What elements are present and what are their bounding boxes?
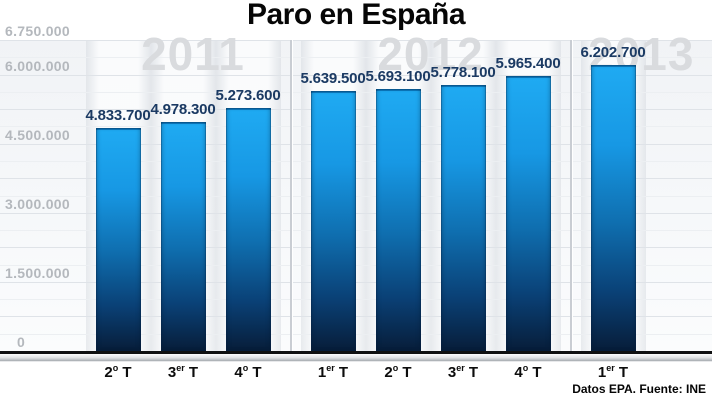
gridline: [0, 160, 712, 162]
bar: [225, 108, 271, 351]
year-watermark: 2011: [141, 28, 245, 80]
bar-value-label: 5.965.400: [495, 55, 561, 73]
y-tick-label: 4.500.000: [5, 126, 70, 143]
gridline: [0, 333, 712, 335]
x-axis-line: [0, 351, 712, 354]
gridline: [0, 264, 712, 266]
year-separator: [569, 40, 573, 351]
x-tick-label: 1er T: [317, 363, 349, 381]
bar-value-label: 5.778.100: [430, 63, 496, 81]
gridline: [0, 212, 712, 214]
year-separator: [289, 40, 293, 351]
chart-title: Paro en España: [246, 0, 466, 31]
y-tick-label: 0: [17, 334, 26, 350]
bar: [160, 121, 206, 351]
bar: [590, 65, 636, 351]
gridline: [0, 40, 712, 41]
bar: [440, 84, 486, 351]
gridline: [0, 281, 712, 283]
x-tick-label: 3er T: [447, 363, 479, 381]
gridline: [0, 316, 712, 318]
gridline: [0, 126, 712, 128]
gridline: [0, 247, 712, 249]
x-tick-label: 3er T: [167, 363, 199, 381]
x-tick-label: 2o T: [384, 363, 412, 381]
x-tick-label: 4o T: [514, 363, 542, 381]
gridline: [0, 91, 712, 93]
year-watermark: 2012: [377, 28, 484, 80]
y-tick-label: 3.000.000: [5, 195, 70, 212]
y-tick-label: 6.000.000: [5, 57, 70, 74]
gridline: [0, 299, 712, 301]
gridline: [0, 178, 712, 180]
y-tick-label: 6.750.000: [5, 23, 70, 39]
bar-value-label: 5.693.100: [365, 67, 431, 85]
gridline: [0, 109, 712, 111]
bar-value-label: 4.833.700: [85, 107, 151, 125]
source-credit: Datos EPA. Fuente: INE: [572, 382, 706, 396]
gridline: [0, 74, 712, 76]
x-tick-label: 4o T: [234, 363, 262, 381]
gridline: [0, 143, 712, 145]
gridline: [0, 57, 712, 59]
bar-value-label: 4.978.300: [150, 100, 216, 118]
gridline: [0, 230, 712, 232]
x-axis-bevel: [0, 354, 712, 362]
bar-value-label: 6.202.700: [580, 44, 646, 62]
y-tick-label: 1.500.000: [5, 264, 70, 281]
bar: [310, 91, 356, 351]
bar-value-label: 5.273.600: [215, 87, 281, 105]
x-tick-label: 1er T: [597, 363, 629, 381]
gridline: [0, 195, 712, 197]
bar-value-label: 5.639.500: [300, 70, 366, 88]
bar: [505, 76, 551, 351]
bar: [375, 88, 421, 351]
bar: [95, 128, 141, 351]
x-tick-label: 2o T: [104, 363, 132, 381]
